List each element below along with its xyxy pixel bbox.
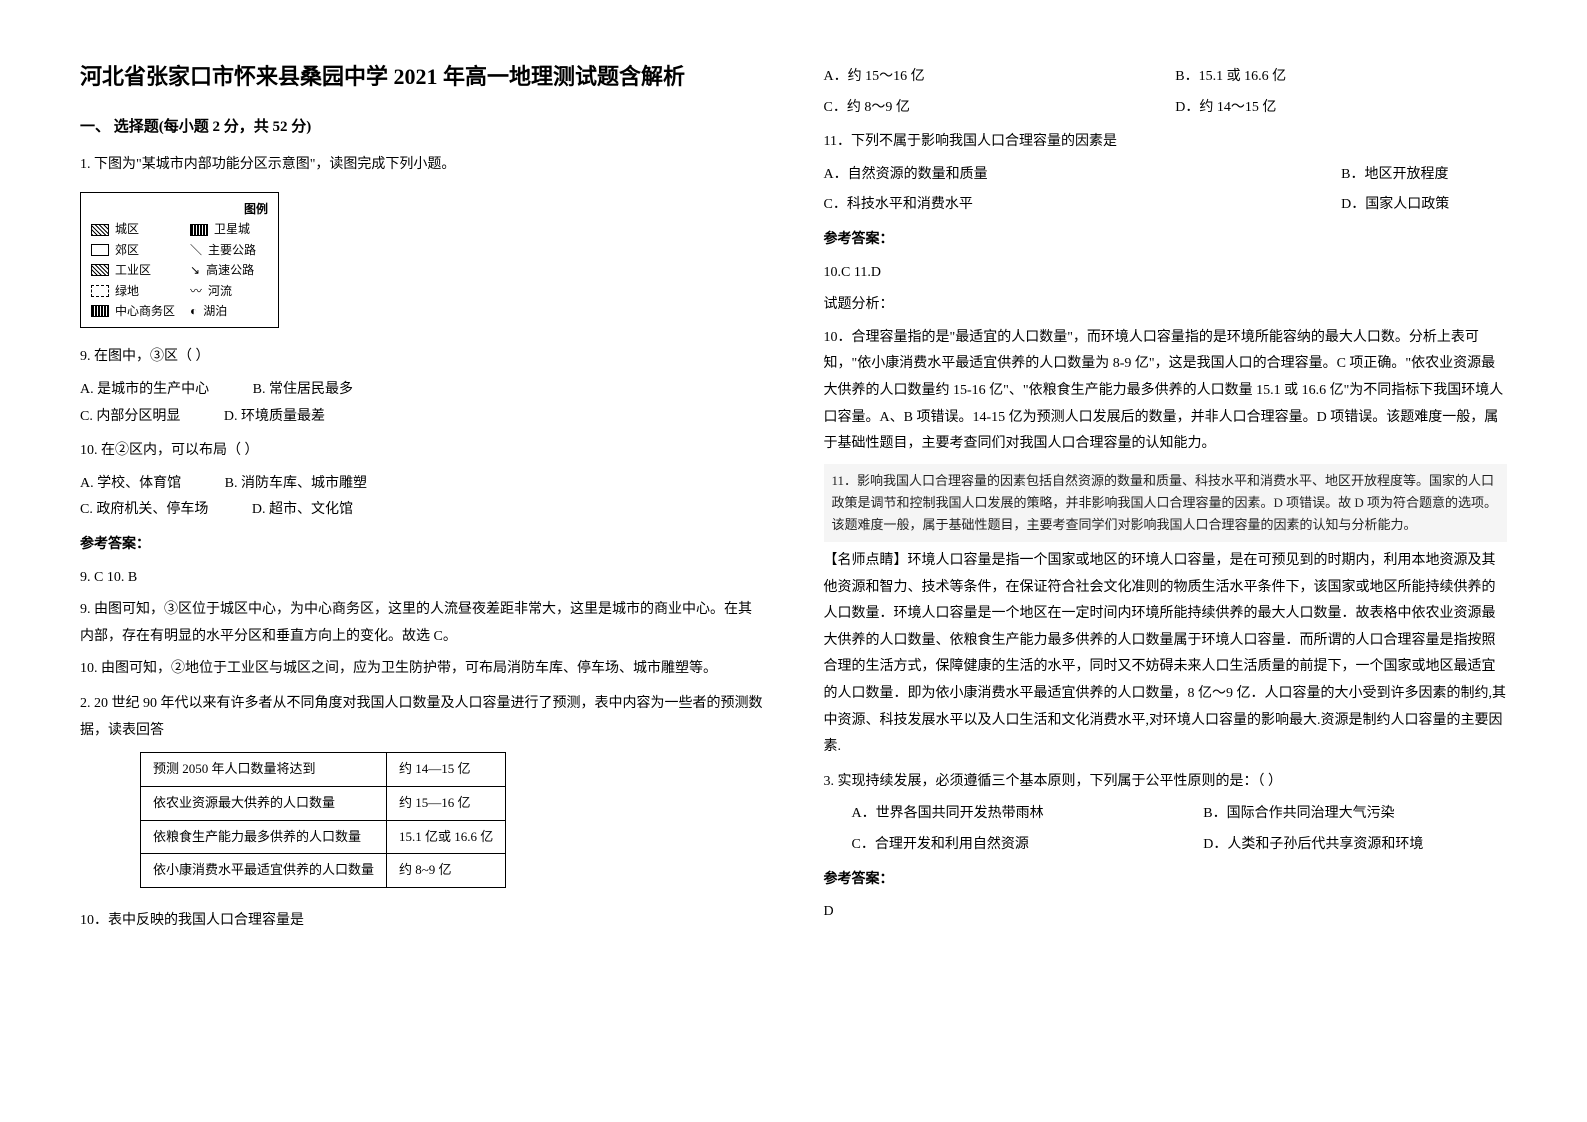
table-row: 依小康消费水平最适宜供养的人口数量约 8~9 亿 [141,854,506,888]
analysis-label: 试题分析： [824,292,1508,319]
option-d: D. 超市、文化馆 [252,502,353,517]
option-a: A．约 15～16 亿 [824,64,1156,91]
option-c: C．约 8～9 亿 [824,95,1156,122]
q1-sub10: 10. 在②区内，可以布局（ ） [80,438,764,465]
legend-label: 河流 [208,281,232,301]
swatch-icon [91,285,109,297]
line-icon: ↘ [190,260,200,280]
q2-stem: 2. 20 世纪 90 年代以来有许多者从不同角度对我国人口数量及人口容量进行了… [80,691,764,744]
lake-icon: ◐ [190,301,197,321]
option-a: A．自然资源的数量和质量 [824,162,1322,189]
q2-sub10: 10．表中反映的我国人口合理容量是 [80,908,764,935]
q2-answer: 10.C 11.D [824,260,1508,287]
table-cell: 预测 2050 年人口数量将达到 [141,753,387,787]
option-b: B. 常住居民最多 [253,382,353,397]
river-icon: 〰 [190,281,202,301]
q2-sub10-options: A．约 15～16 亿 B．15.1 或 16.6 亿 C．约 8～9 亿 D．… [824,64,1508,121]
legend-label: 高速公路 [206,260,254,280]
swatch-icon [91,305,109,317]
doc-title: 河北省张家口市怀来县桑园中学 2021 年高一地理测试题含解析 [80,60,764,93]
swatch-icon [190,224,208,236]
option-d: D．人类和子孙后代共享资源和环境 [1175,832,1507,859]
swatch-icon [91,244,109,256]
left-column: 河北省张家口市怀来县桑园中学 2021 年高一地理测试题含解析 一、 选择题(每… [80,60,764,1062]
q1-sub9: 9. 在图中，③区（ ） [80,344,764,371]
section-1-header: 一、 选择题(每小题 2 分，共 52 分) [80,113,764,142]
table-cell: 依小康消费水平最适宜供养的人口数量 [141,854,387,888]
swatch-icon [91,224,109,236]
table-cell: 依农业资源最大供养的人口数量 [141,786,387,820]
table-cell: 约 8~9 亿 [387,854,506,888]
legend-label: 卫星城 [214,219,250,239]
q2-expl10: 10．合理容量指的是"最适宜的人口数量"，而环境人口容量指的是环境所能容纳的最大… [824,325,1508,458]
option-c: C．科技水平和消费水平 [824,192,1322,219]
q1-sub9-options-2: C. 内部分区明显 D. 环境质量最差 [80,404,764,431]
right-column: A．约 15～16 亿 B．15.1 或 16.6 亿 C．约 8～9 亿 D．… [824,60,1508,1062]
option-c: C. 内部分区明显 [80,409,180,424]
option-d: D．约 14～15 亿 [1175,95,1507,122]
option-a: A．世界各国共同开发热带雨林 [824,801,1156,828]
q2-expl11-box: 11．影响我国人口合理容量的因素包括自然资源的数量和质量、科技水平和消费水平、地… [824,464,1508,542]
table-cell: 约 14—15 亿 [387,753,506,787]
q1-sub9-options: A. 是城市的生产中心 B. 常住居民最多 [80,377,764,404]
option-d: D．国家人口政策 [1341,192,1507,219]
q1-expl9: 9. 由图可知，③区位于城区中心，为中心商务区，这里的人流昼夜差距非常大，这里是… [80,597,764,650]
legend-figure: 图例 城区 郊区 工业区 绿地 中心商务区 卫星城 ＼ 主要公路 ↘ 高速公路 〰河… [80,184,764,336]
table-cell: 依粮食生产能力最多供养的人口数量 [141,820,387,854]
legend-label: 绿地 [115,281,139,301]
option-c: C．合理开发和利用自然资源 [824,832,1156,859]
q1-sub10-options: A. 学校、体育馆 B. 消防车库、城市雕塑 [80,471,764,498]
legend-label: 中心商务区 [115,301,175,321]
option-c: C. 政府机关、停车场 [80,502,208,517]
option-b: B．国际合作共同治理大气污染 [1175,801,1507,828]
legend-label: 湖泊 [203,301,227,321]
legend-label: 工业区 [115,260,151,280]
answer-label: 参考答案： [824,867,1508,894]
q2-table: 预测 2050 年人口数量将达到约 14—15 亿 依农业资源最大供养的人口数量… [140,752,506,888]
table-row: 预测 2050 年人口数量将达到约 14—15 亿 [141,753,506,787]
option-d: D. 环境质量最差 [224,409,325,424]
q2-tip: 【名师点睛】环境人口容量是指一个国家或地区的环境人口容量，是在可预见到的时期内，… [824,548,1508,761]
option-b: B. 消防车库、城市雕塑 [225,476,367,491]
q1-sub10-options-2: C. 政府机关、停车场 D. 超市、文化馆 [80,497,764,524]
table-cell: 约 15—16 亿 [387,786,506,820]
legend-box: 图例 城区 郊区 工业区 绿地 中心商务区 卫星城 ＼ 主要公路 ↘ 高速公路 〰河… [80,192,279,328]
q3-stem: 3. 实现持续发展，必须遵循三个基本原则，下列属于公平性原则的是：（ ） [824,769,1508,796]
table-cell: 15.1 亿或 16.6 亿 [387,820,506,854]
q2-sub11-options: A．自然资源的数量和质量 B．地区开放程度 C．科技水平和消费水平 D．国家人口… [824,162,1508,219]
legend-label: 城区 [115,219,139,239]
legend-title: 图例 [91,199,268,219]
option-a: A. 是城市的生产中心 [80,382,209,397]
q3-answer: D [824,899,1508,926]
option-a: A. 学校、体育馆 [80,476,181,491]
line-icon: ＼ [190,240,202,260]
option-b: B．15.1 或 16.6 亿 [1175,64,1507,91]
table-row: 依粮食生产能力最多供养的人口数量15.1 亿或 16.6 亿 [141,820,506,854]
answer-label: 参考答案： [824,227,1508,254]
q1-answer: 9. C 10. B [80,565,764,592]
legend-label: 主要公路 [208,240,256,260]
q1-expl10: 10. 由图可知，②地位于工业区与城区之间，应为卫生防护带，可布局消防车库、停车… [80,656,764,683]
answer-label: 参考答案： [80,532,764,559]
table-row: 依农业资源最大供养的人口数量约 15—16 亿 [141,786,506,820]
q2-sub11: 11．下列不属于影响我国人口合理容量的因素是 [824,129,1508,156]
q3-options: A．世界各国共同开发热带雨林 B．国际合作共同治理大气污染 C．合理开发和利用自… [824,801,1508,858]
legend-label: 郊区 [115,240,139,260]
q1-stem: 1. 下图为"某城市内部功能分区示意图"，读图完成下列小题。 [80,152,764,179]
option-b: B．地区开放程度 [1341,162,1507,189]
swatch-icon [91,264,109,276]
